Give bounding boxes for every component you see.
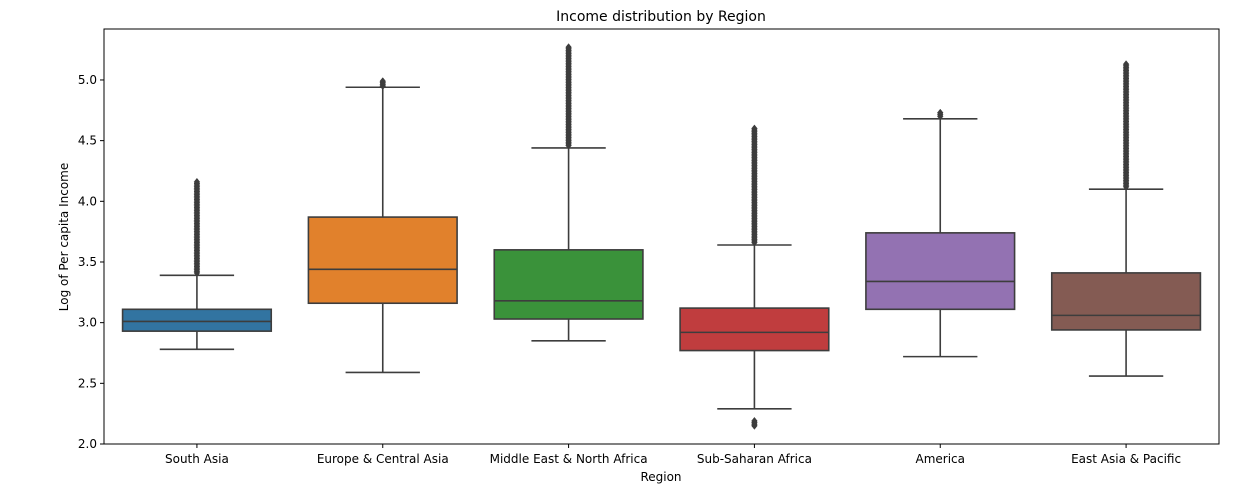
outlier-point [193,177,201,186]
box-group [121,177,273,351]
outlier-point [565,43,572,52]
plot-frame [103,28,1220,445]
x-tick-label: Europe & Central Asia [317,452,449,466]
outlier-point [937,108,944,117]
box-group [679,124,830,430]
box [121,308,273,332]
y-tick-label: 4.5 [78,134,97,148]
box-group [865,108,1016,358]
x-tick-label: East Asia & Pacific [1071,452,1181,466]
plot-area [121,43,1202,430]
box [865,232,1016,311]
y-tick-label: 3.0 [78,316,97,330]
x-tick-label: Sub-Saharan Africa [697,452,812,466]
y-tick-label: 3.5 [78,255,97,269]
x-axis: South Asia Europe & Central Asia Middle Ea… [165,444,1181,466]
outlier-point [1122,60,1130,69]
y-tick-label: 5.0 [78,73,97,87]
box-group [493,43,644,342]
x-tick-label: America [916,452,966,466]
outlier-point [379,77,386,86]
box [679,307,830,352]
x-tick-label: South Asia [165,452,229,466]
y-tick-label: 2.5 [78,376,97,390]
y-tick-label: 2.0 [78,437,97,451]
box-group [307,77,458,374]
box [493,249,644,320]
box-group [1050,60,1202,377]
chart-title: Income distribution by Region [556,9,766,25]
y-axis-label: Log of Per capita Income [57,163,71,312]
x-tick-label: Middle East & North Africa [490,452,648,466]
y-tick-label: 4.0 [78,194,97,208]
outlier-point [751,124,758,133]
box [1050,272,1202,331]
box [307,216,458,305]
x-axis-label: Region [640,470,681,484]
outlier-point [751,416,758,425]
y-axis: 2.0 2.5 3.0 3.5 4.0 4.5 5.0 [78,73,104,451]
